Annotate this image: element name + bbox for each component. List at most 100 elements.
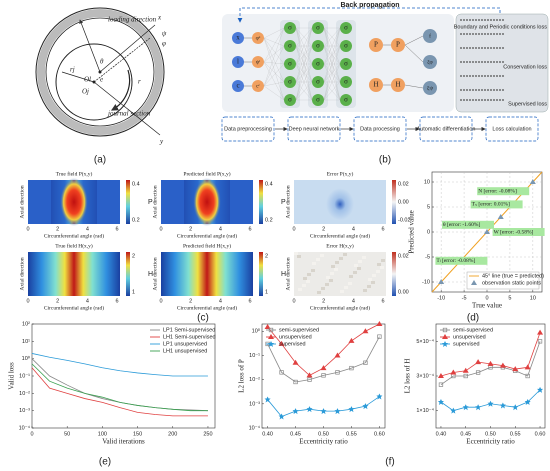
edge — [263, 61, 285, 101]
x-tick-label: 2 — [322, 226, 325, 232]
hidden-label: σ — [316, 24, 320, 32]
hidden-label: σ — [344, 42, 348, 50]
marker — [442, 334, 448, 339]
annotation-bg — [492, 228, 545, 236]
marker — [475, 359, 482, 365]
noise — [330, 272, 334, 275]
noise — [317, 291, 321, 294]
hidden-node — [284, 76, 296, 88]
y-tick-label: -10 — [422, 279, 430, 285]
marker — [334, 408, 341, 415]
series-line — [31, 367, 208, 417]
x-tick-label: -5 — [462, 295, 467, 301]
legend-label: 45° line (true = predicted) — [482, 273, 544, 279]
marker — [499, 402, 506, 409]
noise — [344, 286, 348, 289]
x-tick-label: 250 — [203, 431, 212, 437]
x-tick-label: 2 — [56, 298, 59, 304]
marker — [320, 365, 327, 371]
y-axis-label: Axial direction — [19, 185, 25, 218]
edge — [295, 27, 313, 47]
map-node — [252, 80, 264, 92]
edge — [263, 27, 285, 87]
marker — [524, 399, 531, 405]
backprop-arrow — [237, 7, 501, 23]
noise — [331, 265, 335, 268]
input-label: c — [236, 82, 239, 90]
marker — [306, 372, 313, 378]
y-tick-label: 10⁻⁴ — [249, 424, 261, 431]
marker — [438, 382, 444, 387]
colorbar-tick: 2 — [265, 253, 268, 259]
noise — [307, 273, 311, 276]
noise — [303, 277, 307, 280]
marker — [487, 400, 494, 407]
x-tick-label: 0.45 — [460, 431, 471, 437]
loss-label: Boundary and Periodic conditions loss — [454, 24, 548, 30]
x-tick-label: 6 — [249, 226, 252, 232]
marker — [377, 334, 382, 339]
x-tick-label: 6 — [382, 226, 385, 232]
legend-label: supervised — [453, 341, 480, 347]
edge — [263, 85, 285, 101]
noise — [302, 284, 306, 287]
colorbar-tick: 0.4 — [132, 181, 140, 187]
marker — [484, 229, 490, 234]
x-axis-label: True value — [472, 302, 502, 310]
colorbar — [259, 180, 263, 224]
heatmap — [28, 252, 120, 296]
noise — [321, 287, 325, 290]
y-axis-label: Axial direction — [19, 257, 25, 290]
schematic-label: θ — [100, 58, 104, 66]
marker — [268, 334, 274, 339]
marker — [348, 406, 355, 413]
hidden-node — [284, 94, 296, 106]
annotation-bg — [470, 200, 523, 209]
x-tick-label: 150 — [133, 431, 142, 437]
y-axis-label: L2 loss of P — [238, 359, 246, 393]
hidden-label: σ — [316, 60, 320, 68]
noise — [368, 278, 372, 281]
marker — [321, 373, 326, 378]
annotation-bg — [435, 256, 488, 265]
deriv-node — [423, 81, 437, 95]
series-line — [31, 353, 208, 377]
edge — [323, 63, 341, 101]
noise — [371, 281, 375, 284]
noise — [349, 275, 353, 278]
y-tick-label: 3×10⁻⁴ — [416, 372, 434, 379]
x-tick-label: 0 — [26, 298, 29, 304]
x-tick-label: 4 — [86, 298, 89, 304]
colorbar-tick: 0.02 — [398, 253, 409, 259]
x-tick-label: 100 — [98, 431, 107, 437]
marker — [462, 404, 469, 411]
noise — [357, 267, 361, 270]
marker — [537, 329, 544, 335]
marker — [475, 404, 482, 411]
edge — [295, 63, 313, 101]
colorbar — [126, 180, 130, 224]
edge — [263, 45, 285, 63]
marker — [307, 377, 312, 382]
backprop-label: Back propagation — [340, 2, 399, 9]
colorbar-tick: 0.02 — [398, 181, 409, 187]
map-label: cᶜ — [256, 83, 260, 89]
x-axis-label: Circumferential angle (rad) — [44, 304, 104, 311]
heatmap-title: True field P(x,y) — [56, 170, 93, 177]
edge — [323, 81, 341, 101]
step-label: Data preprocessing — [224, 126, 272, 132]
marker — [525, 373, 530, 379]
colorbar — [392, 180, 396, 224]
noise — [335, 261, 339, 264]
x-tick-label: 5 — [508, 295, 511, 301]
marker — [268, 341, 274, 347]
schematic-label: ψ — [162, 30, 167, 38]
colorbar-label: H — [281, 271, 286, 278]
colorbar-label: P — [148, 199, 153, 206]
marker — [442, 327, 448, 333]
heatmap-spot — [326, 188, 354, 221]
marker — [320, 408, 327, 415]
loss-box — [455, 13, 549, 113]
marker — [363, 360, 368, 365]
schematic-label: journal section — [107, 110, 151, 118]
